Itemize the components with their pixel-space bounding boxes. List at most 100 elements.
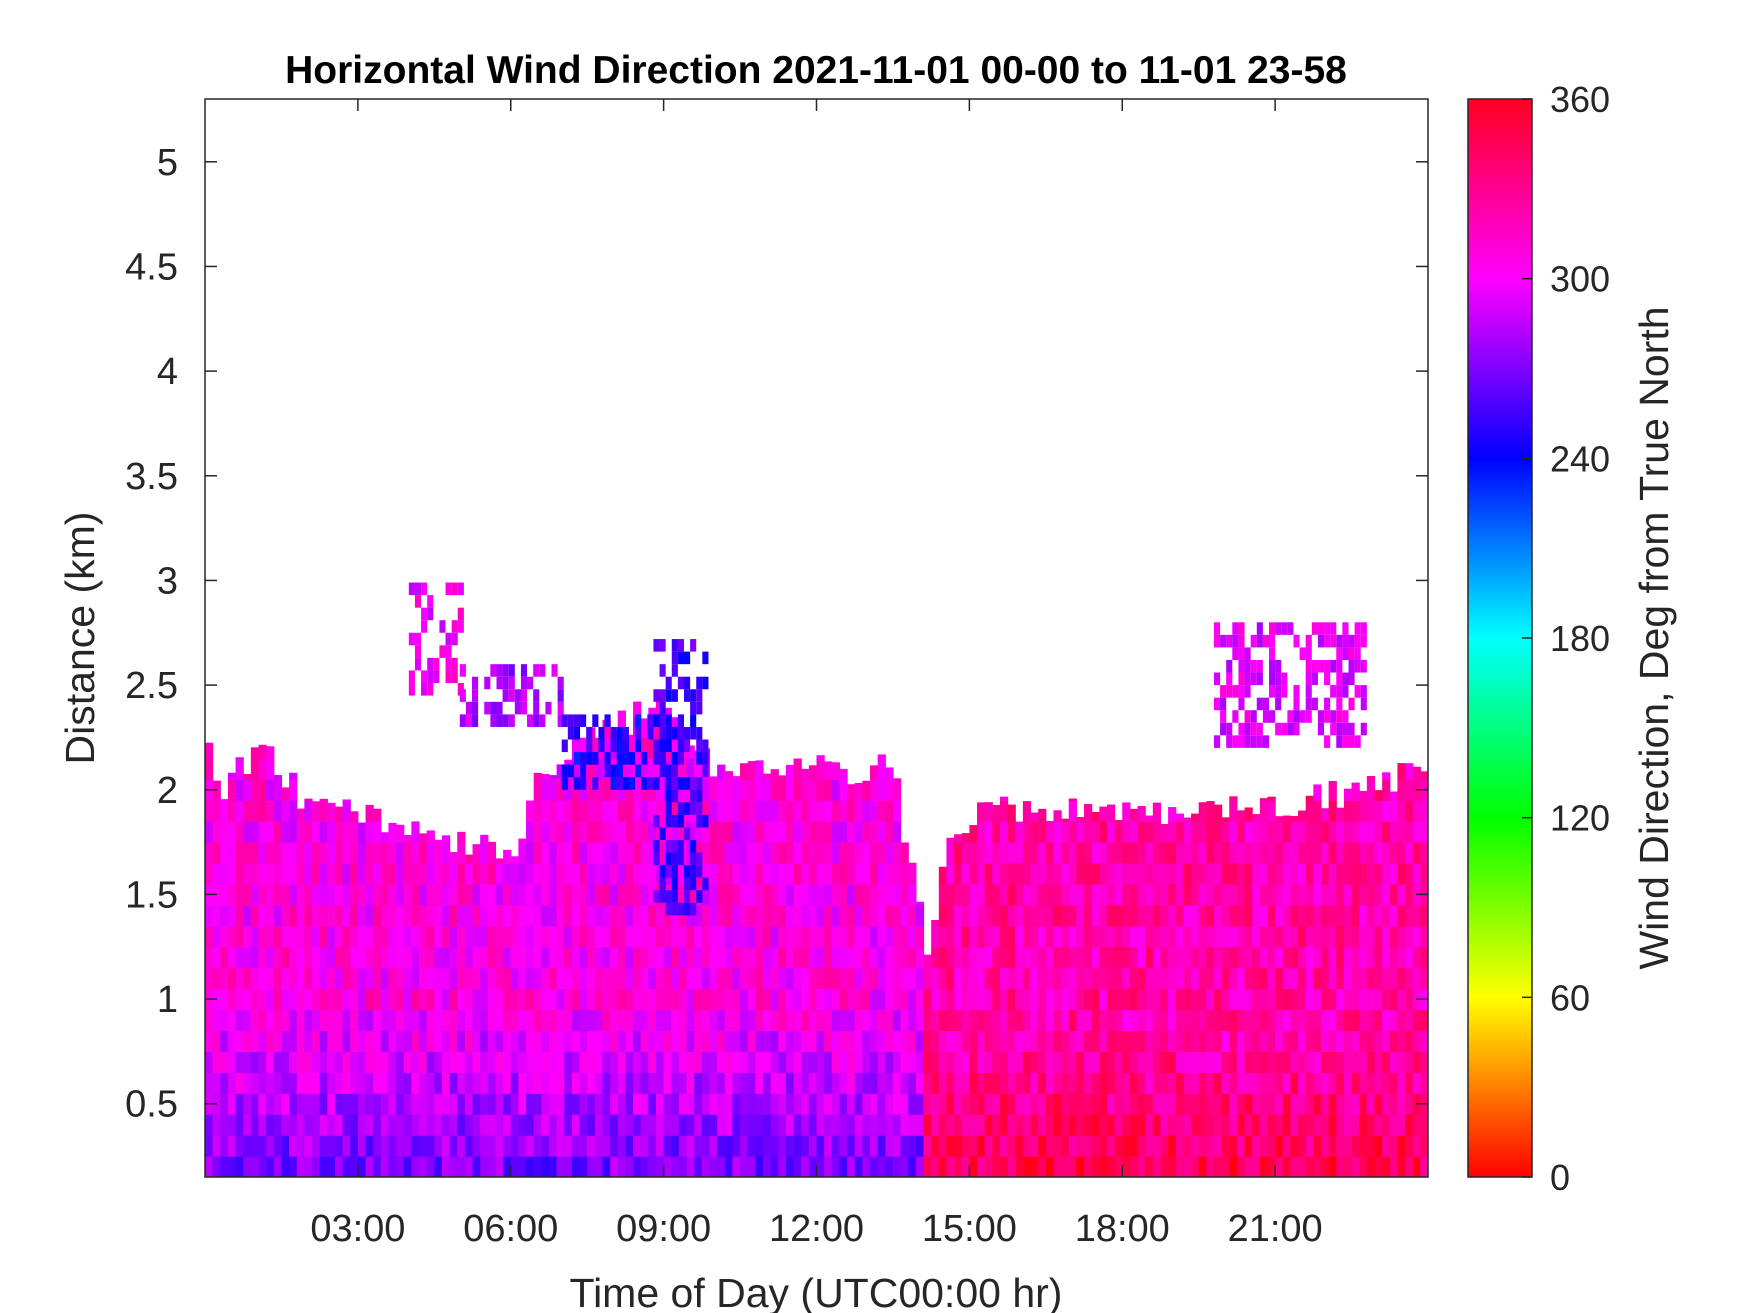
- heatmap-cell: [587, 1093, 596, 1115]
- heatmap-cell: [1206, 1072, 1215, 1094]
- heatmap-cell: [954, 1030, 963, 1053]
- heatmap-cell: [380, 863, 390, 885]
- heatmap-cell: [1250, 672, 1257, 686]
- heatmap-cell: [334, 988, 344, 1011]
- heatmap-cell: [1405, 1093, 1414, 1115]
- heatmap-cell: [625, 800, 634, 822]
- heatmap-cell: [717, 925, 726, 948]
- heatmap-cell: [709, 988, 718, 1011]
- heatmap-cell: [696, 701, 703, 715]
- heatmap-cell: [296, 1009, 305, 1032]
- heatmap-cell: [319, 988, 328, 1011]
- heatmap-cell: [1351, 863, 1360, 885]
- heatmap-cell: [1244, 685, 1251, 698]
- heatmap-cell: [1330, 634, 1337, 648]
- heatmap-cell: [892, 800, 902, 822]
- heatmap-cell: [1160, 988, 1169, 1011]
- heatmap-cell: [969, 825, 978, 843]
- heatmap-cell: [1168, 842, 1177, 864]
- heatmap-cell: [227, 1135, 237, 1157]
- heatmap-cell: [816, 925, 825, 948]
- heatmap-cell: [518, 838, 527, 843]
- heatmap-cell: [548, 1135, 558, 1157]
- heatmap-cell: [908, 1114, 917, 1136]
- heatmap-cell: [770, 946, 779, 969]
- heatmap-cell: [1359, 967, 1368, 990]
- heatmap-cell: [1259, 988, 1269, 1011]
- heatmap-cell: [1168, 925, 1177, 948]
- heatmap-cell: [1324, 710, 1331, 723]
- heatmap-cell: [755, 842, 764, 864]
- heatmap-cell: [434, 842, 443, 864]
- heatmap-cell: [961, 988, 970, 1011]
- heatmap-cell: [984, 946, 993, 969]
- heatmap-cell: [870, 946, 879, 969]
- heatmap-cell: [1206, 1114, 1215, 1136]
- heatmap-cell: [1359, 1072, 1368, 1094]
- heatmap-cell: [854, 1156, 863, 1177]
- heatmap-cell: [457, 863, 466, 885]
- heatmap-cell: [770, 821, 779, 843]
- heatmap-cell: [594, 779, 604, 801]
- heatmap-cell: [472, 676, 479, 690]
- heatmap-cell: [227, 800, 237, 822]
- heatmap-cell: [342, 904, 351, 927]
- heatmap-cell: [1022, 904, 1032, 927]
- heatmap-cell: [694, 988, 703, 1011]
- heatmap-cell: [1007, 988, 1016, 1011]
- heatmap-cell: [1252, 863, 1261, 885]
- heatmap-cell: [1122, 1051, 1131, 1073]
- heatmap-cell: [1320, 842, 1330, 864]
- heatmap-cell: [419, 883, 428, 906]
- heatmap-cell: [1324, 735, 1331, 748]
- heatmap-cell: [1053, 883, 1062, 906]
- heatmap-cell: [464, 967, 474, 990]
- heatmap-cell: [373, 946, 382, 969]
- heatmap-cell: [548, 775, 558, 780]
- heatmap-cell: [1206, 1093, 1215, 1115]
- heatmap-cell: [1068, 798, 1077, 801]
- heatmap-cell: [831, 1156, 841, 1177]
- heatmap-cell: [717, 1051, 726, 1073]
- heatmap-cell: [1030, 863, 1039, 885]
- heatmap-cell: [1168, 1030, 1177, 1053]
- heatmap-cell: [541, 821, 550, 843]
- heatmap-cell: [449, 1114, 458, 1136]
- heatmap-cell: [1354, 622, 1361, 635]
- heatmap-cell: [610, 925, 619, 948]
- heatmap-cell: [227, 988, 237, 1011]
- heatmap-cell: [526, 925, 535, 948]
- heatmap-cell: [740, 1156, 749, 1177]
- heatmap-cell: [289, 946, 298, 969]
- heatmap-cell: [556, 988, 565, 1011]
- heatmap-cell: [533, 701, 540, 715]
- heatmap-cell: [1298, 810, 1307, 822]
- heatmap-cell: [1389, 821, 1399, 843]
- heatmap-cell: [533, 689, 540, 702]
- heatmap-cell: [487, 988, 497, 1011]
- heatmap-cell: [434, 1051, 443, 1073]
- heatmap-cell: [411, 988, 420, 1011]
- heatmap-cell: [520, 676, 528, 690]
- heatmap-cell: [1351, 782, 1360, 801]
- heatmap-cell: [702, 877, 709, 891]
- heatmap-cell: [319, 1051, 328, 1073]
- heatmap-cell: [1343, 946, 1353, 969]
- heatmap-cell: [640, 1135, 649, 1157]
- heatmap-cell: [334, 842, 344, 864]
- heatmap-cell: [641, 752, 648, 765]
- heatmap-cell: [732, 904, 741, 927]
- heatmap-cell: [870, 800, 879, 822]
- heatmap-cell: [1397, 821, 1406, 843]
- heatmap-cell: [839, 842, 848, 864]
- heatmap-cell: [564, 821, 573, 843]
- heatmap-cell: [831, 779, 841, 801]
- heatmap-cell: [633, 1009, 642, 1032]
- heatmap-cell: [1405, 1135, 1414, 1157]
- heatmap-cell: [350, 1135, 359, 1157]
- heatmap-cell: [449, 904, 458, 927]
- heatmap-cell: [778, 863, 787, 885]
- heatmap-cell: [678, 821, 688, 843]
- heatmap-cell: [1320, 925, 1330, 948]
- heatmap-cell: [1129, 842, 1139, 864]
